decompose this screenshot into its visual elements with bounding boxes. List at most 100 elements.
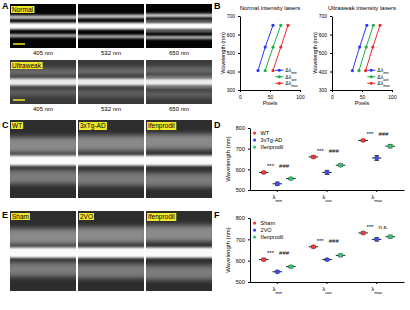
image-label: WT xyxy=(12,122,22,129)
legend-swatch xyxy=(253,138,256,141)
tick-label: 600 xyxy=(236,167,245,173)
image-caption: 405 nm xyxy=(33,106,53,112)
tick: 500 xyxy=(236,279,250,285)
image xyxy=(78,4,144,48)
tick-label: 500 xyxy=(236,279,245,285)
tick-mark xyxy=(300,90,301,92)
tick-label: 0 xyxy=(239,94,242,100)
legend-label: Δλmax xyxy=(285,80,298,88)
tick: 600 xyxy=(319,32,332,38)
panel-letter: F xyxy=(214,210,220,220)
error-bar xyxy=(261,258,266,261)
mean-point xyxy=(374,237,378,241)
image-caption: 532 nm xyxy=(101,50,121,56)
data-point xyxy=(279,45,282,48)
tick-mark xyxy=(330,72,332,73)
label-highlight xyxy=(11,6,35,13)
tick-mark xyxy=(277,282,278,284)
subscript: max xyxy=(383,84,390,88)
axis: λminλaveλmax xyxy=(251,190,405,203)
light-band xyxy=(78,35,144,38)
axis: 500600700800 xyxy=(236,215,251,285)
legend-label: Ifenprodil xyxy=(261,234,284,240)
subscript: min xyxy=(291,71,297,75)
error-bar xyxy=(374,155,379,160)
tick: 0 xyxy=(331,90,334,100)
tick-label: 50 xyxy=(268,94,274,100)
axis: 500600700800 xyxy=(236,125,251,193)
light-band xyxy=(10,34,76,37)
tick: 300 xyxy=(319,87,332,93)
light-band xyxy=(146,155,212,165)
tick-label: 600 xyxy=(236,258,245,264)
significance: ### xyxy=(378,131,389,137)
image xyxy=(146,60,212,104)
axis-line xyxy=(333,90,393,91)
label-highlight xyxy=(79,122,107,130)
subscript: min xyxy=(275,290,282,295)
significance: ### xyxy=(329,148,340,154)
panel-letter: A xyxy=(2,1,9,11)
scale-bar xyxy=(13,99,25,101)
legend-swatch xyxy=(253,145,256,148)
tick: λmax xyxy=(371,282,383,295)
light-band xyxy=(10,69,76,74)
tick-label: 700 xyxy=(236,146,245,152)
tick: 600 xyxy=(236,167,250,173)
mean-point xyxy=(338,163,342,167)
panel-letter: C xyxy=(2,120,9,130)
tick-label: 600 xyxy=(227,32,236,38)
light-band xyxy=(146,86,212,88)
tick-mark xyxy=(248,128,250,129)
image xyxy=(10,211,76,291)
plot-area xyxy=(259,231,395,274)
data-point xyxy=(256,69,259,72)
legend: WT3xTg-ADIfenprodil xyxy=(253,130,283,150)
subscript: ave xyxy=(291,78,297,82)
tick-mark xyxy=(248,218,250,219)
tick: 800 xyxy=(236,125,250,131)
legend-swatch xyxy=(370,75,373,78)
data-point xyxy=(271,45,274,48)
subscript: max xyxy=(291,84,298,88)
label-highlight xyxy=(147,122,176,130)
light-band xyxy=(146,14,212,18)
tick: 600 xyxy=(236,258,250,264)
data-point xyxy=(271,69,274,72)
tick-label: 700 xyxy=(227,13,236,19)
image xyxy=(78,211,144,291)
light-band xyxy=(10,247,76,257)
mean-point xyxy=(262,257,266,261)
axis-title: Wavelength (nm) xyxy=(225,136,231,181)
light-band xyxy=(146,173,212,187)
axis-title: Pixels xyxy=(263,100,278,106)
legend: ΔλminΔλaveΔλmax xyxy=(275,67,298,88)
axis-line xyxy=(240,17,241,91)
axis-line xyxy=(250,129,251,191)
light-band xyxy=(146,30,212,32)
tick-label: λmin xyxy=(272,194,282,203)
mean-point xyxy=(289,264,293,268)
series-line xyxy=(258,25,273,70)
subscript: ave xyxy=(383,78,389,82)
tick-label: 300 xyxy=(227,87,236,93)
image xyxy=(146,120,212,198)
mean-point xyxy=(374,156,378,160)
legend-label: Ifenprodil xyxy=(261,144,284,150)
significance: *** xyxy=(366,131,374,137)
axis: λminλaveλmax xyxy=(251,282,405,295)
tick-mark xyxy=(238,90,240,91)
image-caption: 650 nm xyxy=(169,50,189,56)
legend-swatch xyxy=(253,131,256,134)
tick: 0 xyxy=(239,90,242,100)
tick-mark xyxy=(330,35,332,36)
significance: n.s. xyxy=(379,224,389,230)
tick: 50 xyxy=(360,90,366,100)
tick: λmin xyxy=(272,282,282,295)
tick-label: 0 xyxy=(331,94,334,100)
light-band xyxy=(10,137,76,153)
data-point xyxy=(279,24,282,27)
mean-point xyxy=(311,245,315,249)
tick-mark xyxy=(238,53,240,54)
mean-point xyxy=(361,231,365,235)
